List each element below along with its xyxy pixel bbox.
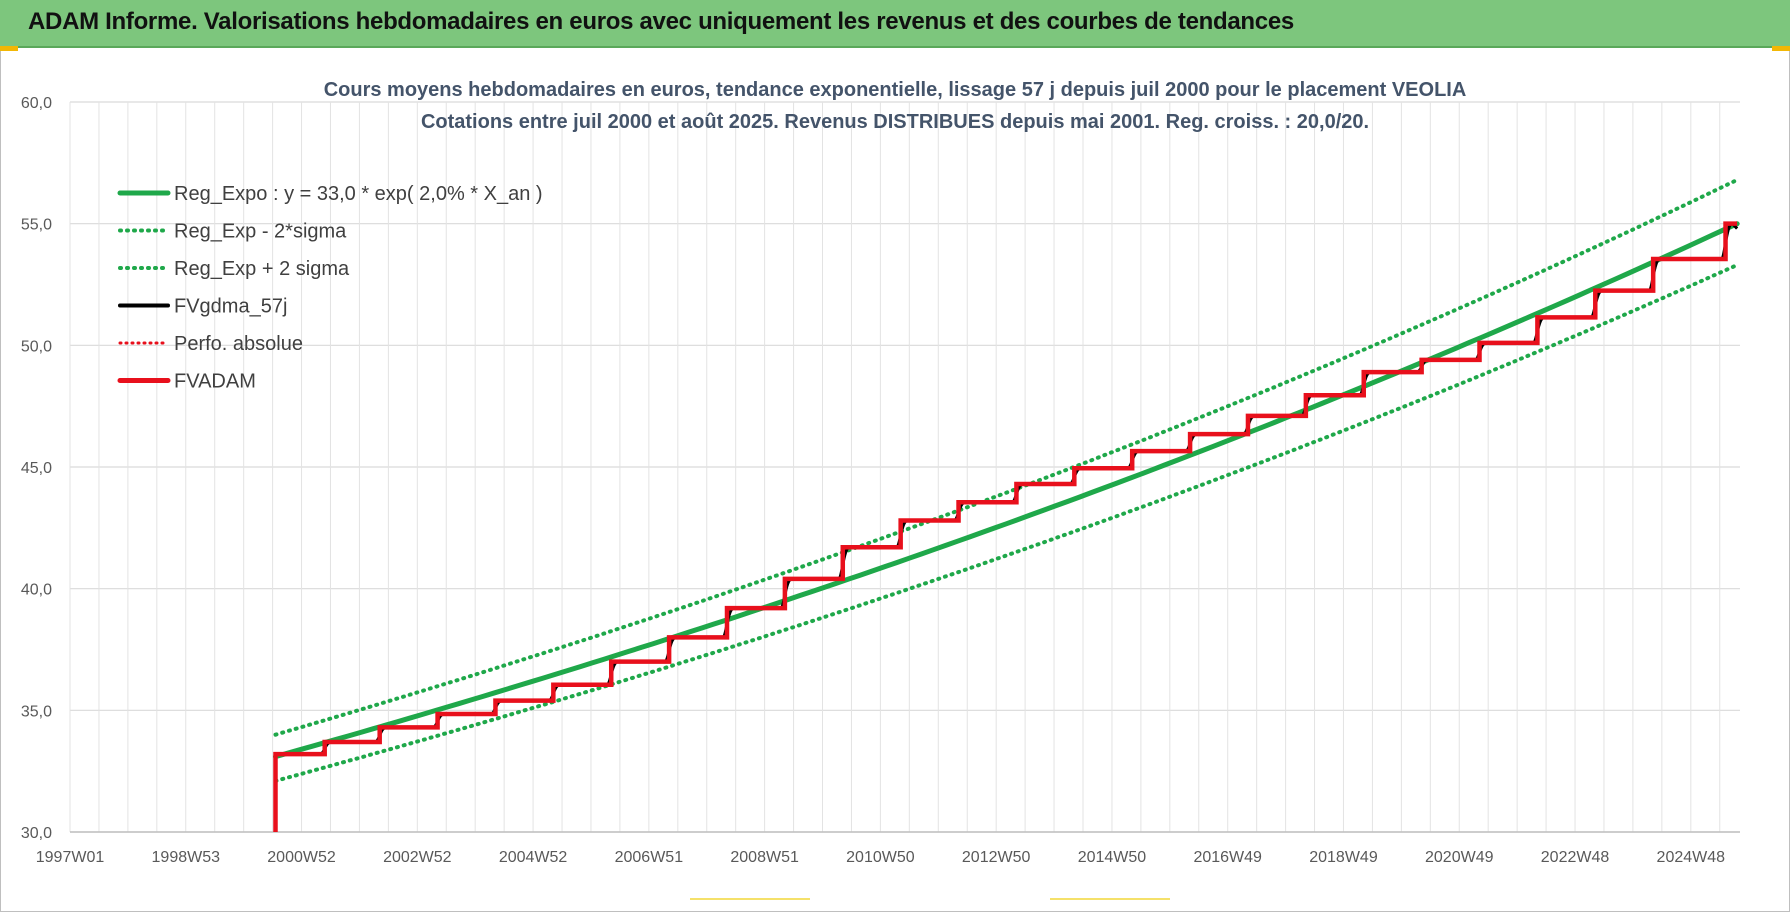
- x-tick-label: 1997W01: [36, 849, 105, 866]
- line-chart: 30,0 35,0 40,0 45,0 50,0 55,0 60,0 1997W01 1998W…: [21, 79, 1740, 866]
- legend-label-reg_minus: Reg_Exp - 2*sigma: [174, 221, 347, 243]
- corner-marker-right: [1772, 46, 1790, 51]
- report-banner: ADAM Informe. Valorisations hebdomadaire…: [0, 0, 1790, 48]
- x-tick-label: 2014W50: [1078, 849, 1147, 866]
- x-tick-label: 2012W50: [962, 849, 1031, 866]
- series-reg_plus: [273, 177, 1740, 737]
- y-tick-label: 30,0: [21, 825, 52, 842]
- series-reg_minus: [273, 263, 1740, 783]
- chart-title-line2: Cotations entre juil 2000 et août 2025. …: [421, 111, 1369, 133]
- x-tick-label: 2020W49: [1425, 849, 1494, 866]
- series-reg: [273, 221, 1740, 760]
- x-tick-label: 2018W49: [1309, 849, 1378, 866]
- x-tick-label: 1998W53: [152, 849, 221, 866]
- y-tick-label: 40,0: [21, 582, 52, 599]
- y-tick-label: 60,0: [21, 95, 52, 112]
- y-tick-label: 35,0: [21, 703, 52, 720]
- x-tick-label: 2016W49: [1193, 849, 1262, 866]
- x-tick-label: 2000W52: [267, 849, 336, 866]
- chart-title-line1: Cours moyens hebdomadaires en euros, ten…: [324, 79, 1467, 101]
- x-tick-label: 2022W48: [1541, 849, 1610, 866]
- x-tick-label: 2006W51: [615, 849, 684, 866]
- legend-label-reg: Reg_Expo : y = 33,0 * exp( 2,0% * X_an ): [174, 183, 543, 205]
- series: [273, 177, 1740, 832]
- corner-marker-left: [0, 46, 18, 51]
- legend: Reg_Expo : y = 33,0 * exp( 2,0% * X_an )…: [117, 183, 543, 393]
- y-tick-label: 50,0: [21, 338, 52, 355]
- bottom-accent-1: [690, 898, 810, 900]
- legend-label-reg_plus: Reg_Exp + 2 sigma: [174, 258, 350, 280]
- x-tick-label: 2008W51: [730, 849, 799, 866]
- x-tick-label: 2002W52: [383, 849, 452, 866]
- legend-label-fvadam: FVADAM: [174, 371, 256, 393]
- chart-area: 30,0 35,0 40,0 45,0 50,0 55,0 60,0 1997W01 1998W…: [0, 48, 1790, 912]
- legend-label-perfo: Perfo. absolue: [174, 333, 303, 355]
- report-title: ADAM Informe. Valorisations hebdomadaire…: [28, 8, 1294, 35]
- series-fvadam: [273, 221, 1738, 832]
- x-tick-label: 2024W48: [1657, 849, 1726, 866]
- axes: 30,0 35,0 40,0 45,0 50,0 55,0 60,0 1997W01 1998W…: [21, 95, 1740, 866]
- legend-label-fvgdma: FVgdma_57j: [174, 296, 287, 318]
- chart-title: Cours moyens hebdomadaires en euros, ten…: [324, 79, 1467, 133]
- bottom-accent-2: [1050, 898, 1170, 900]
- y-tick-label: 45,0: [21, 460, 52, 477]
- grid: [69, 101, 1740, 833]
- y-tick-label: 55,0: [21, 217, 52, 234]
- series-fvgdma: [275, 222, 1739, 756]
- x-tick-label: 2010W50: [846, 849, 915, 866]
- x-tick-label: 2004W52: [499, 849, 568, 866]
